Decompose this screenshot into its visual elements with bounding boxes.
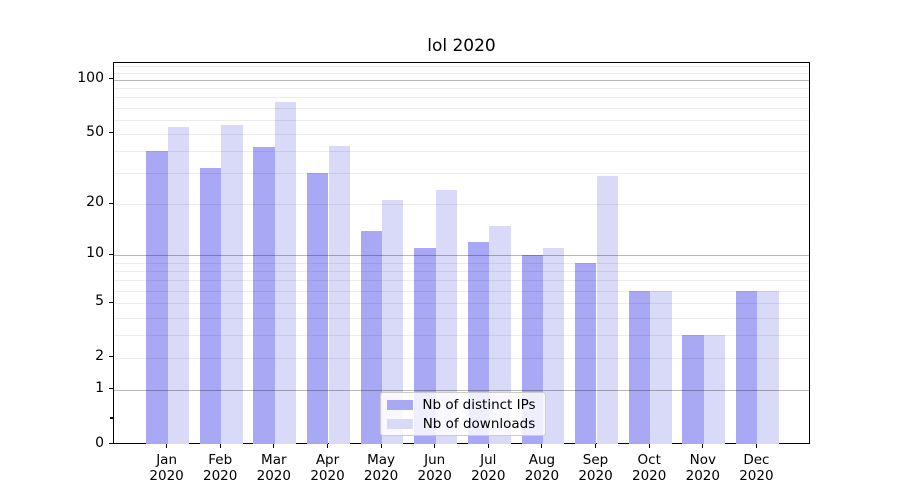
x-tick-label-jul: Jul 2020 [471, 452, 506, 484]
bar-ips-sep [575, 262, 597, 444]
legend-label-downloads: Nb of downloads [422, 415, 536, 432]
gridline-3 [114, 335, 809, 337]
y-tick-label-100: 100 [77, 69, 104, 86]
bar-downloads-mar [274, 102, 297, 444]
gridline-5 [114, 303, 809, 305]
x-tick-label-nov: Nov 2020 [685, 452, 720, 484]
bar-downloads-sep [596, 175, 618, 444]
x-tick-label-may: May 2020 [363, 452, 399, 484]
legend-entry-downloads: Nb of downloads [387, 416, 537, 432]
bar-ips-feb [199, 168, 222, 444]
x-tick-mark-jan [166, 444, 168, 448]
gridline-4 [114, 317, 809, 319]
x-tick-mark-jun [434, 444, 436, 448]
gridline-80 [114, 97, 809, 99]
x-tick-mark-sep [594, 444, 597, 448]
bar-downloads-may [382, 200, 404, 444]
plot-area [113, 62, 810, 444]
bar-downloads-jun [435, 190, 458, 444]
bar-ips-may [360, 230, 383, 444]
gridline-1 [114, 389, 809, 391]
gridline-9 [114, 262, 809, 264]
y-tick-mark-20 [109, 202, 113, 204]
x-tick-mark-oct [648, 444, 650, 448]
gridline-60 [114, 119, 809, 121]
bar-ips-nov [682, 335, 704, 444]
gridline-8 [114, 271, 809, 272]
bar-downloads-dec [757, 290, 779, 444]
gridline-110 [114, 72, 809, 74]
y-tick-mark-2 [109, 356, 113, 358]
x-tick-mark-feb [219, 444, 221, 448]
x-tick-mark-dec [755, 444, 757, 448]
x-tick-label-mar: Mar 2020 [256, 452, 291, 484]
legend-swatch-distinct-ips [387, 399, 413, 410]
y-tick-label-1: 1 [95, 379, 104, 396]
x-tick-mark-mar [273, 444, 275, 448]
y-tick-label-0: 0 [95, 434, 104, 451]
chart-title: lol 2020 [427, 36, 496, 56]
bar-ips-dec [736, 290, 758, 444]
gridline-10 [114, 255, 809, 257]
legend-label-distinct-ips: Nb of distinct IPs [422, 396, 536, 413]
x-tick-label-jan: Jan 2020 [149, 452, 184, 484]
y-tick-label-10: 10 [86, 245, 104, 262]
x-tick-mark-apr [326, 444, 329, 448]
gridline-6 [114, 290, 809, 292]
gridline-70 [114, 107, 809, 109]
y-minor-tick [110, 417, 113, 419]
x-tick-label-oct: Oct 2020 [632, 452, 667, 484]
bar-ips-mar [253, 147, 275, 444]
legend-entry-distinct-ips: Nb of distinct IPs [387, 397, 537, 413]
gridline-90 [114, 88, 809, 90]
x-tick-label-dec: Dec 2020 [739, 452, 774, 484]
bar-downloads-apr [328, 145, 350, 444]
y-tick-label-5: 5 [95, 293, 104, 310]
gridline-20 [114, 204, 809, 206]
x-tick-mark-jul [487, 444, 489, 448]
bar-ips-oct [628, 290, 651, 444]
gridline-40 [114, 151, 809, 153]
bar-ips-jan [146, 151, 168, 444]
gridline-120 [114, 65, 809, 67]
y-tick-mark-50 [109, 132, 113, 134]
gridline-30 [114, 173, 809, 175]
y-tick-mark-0 [109, 443, 113, 445]
gridline-50 [114, 133, 809, 135]
y-tick-mark-5 [109, 301, 113, 303]
y-tick-label-50: 50 [86, 123, 104, 140]
x-tick-mark-aug [541, 444, 543, 448]
bar-downloads-jul [489, 225, 511, 444]
bar-downloads-feb [221, 125, 243, 444]
bar-ips-apr [307, 173, 329, 444]
bar-downloads-oct [650, 290, 672, 444]
x-tick-mark-may [380, 444, 382, 448]
x-tick-label-jun: Jun 2020 [417, 452, 452, 484]
bar-downloads-nov [703, 335, 726, 444]
y-tick-label-20: 20 [86, 194, 104, 211]
x-tick-label-apr: Apr 2020 [310, 452, 345, 484]
x-tick-mark-nov [702, 444, 704, 448]
x-tick-label-aug: Aug 2020 [524, 452, 560, 484]
x-tick-label-sep: Sep 2020 [578, 452, 613, 484]
x-tick-label-feb: Feb 2020 [203, 452, 238, 484]
legend-swatch-downloads [387, 418, 413, 429]
y-tick-label-2: 2 [95, 347, 104, 364]
legend: Nb of distinct IPs Nb of downloads [380, 392, 546, 436]
y-tick-mark-10 [109, 253, 113, 255]
bar-downloads-aug [542, 248, 565, 444]
y-tick-mark-1 [109, 388, 113, 390]
bar-downloads-jan [167, 126, 189, 444]
gridline-100 [114, 79, 809, 81]
gridline-7 [114, 280, 809, 282]
y-tick-mark-100 [109, 78, 113, 80]
gridline-2 [114, 357, 809, 359]
